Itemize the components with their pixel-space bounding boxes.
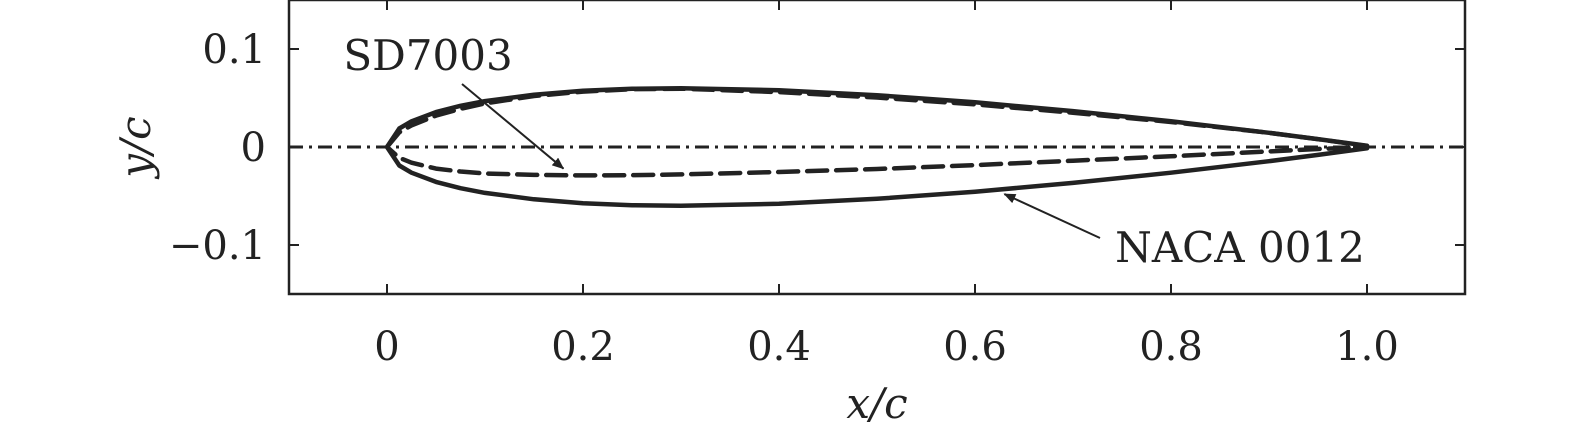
x-tick-label: 1.0 (1335, 324, 1399, 370)
series-line-sd7003 (384, 86, 1370, 178)
annotation-layer: SD7003 NACA 0012 (343, 31, 1365, 272)
series-layer (384, 85, 1370, 209)
x-tick-label: 0.8 (1139, 324, 1203, 370)
annotation-label-naca-0012: NACA 0012 (1115, 223, 1365, 272)
x-tick-label: 0.4 (747, 324, 811, 370)
x-tick-label: 0 (374, 324, 399, 370)
y-axis-label: y/c (111, 116, 160, 179)
x-tick-label: 0.2 (551, 324, 615, 370)
y-tick-label: 0 (241, 125, 266, 171)
x-tick-label: 0.6 (943, 324, 1007, 370)
y-tick-label: −0.1 (169, 223, 266, 269)
x-axis-label: x/c (846, 379, 907, 428)
tick-layer: 0 0.2 0.4 0.6 0.8 1.0 −0.1 0 0.1 (169, 0, 1465, 370)
annotation-arrow-sd7003 (461, 83, 565, 170)
annotation-label-sd7003: SD7003 (343, 31, 512, 80)
annotation-arrow-naca-0012 (1003, 193, 1101, 239)
y-tick-label: 0.1 (202, 27, 266, 73)
